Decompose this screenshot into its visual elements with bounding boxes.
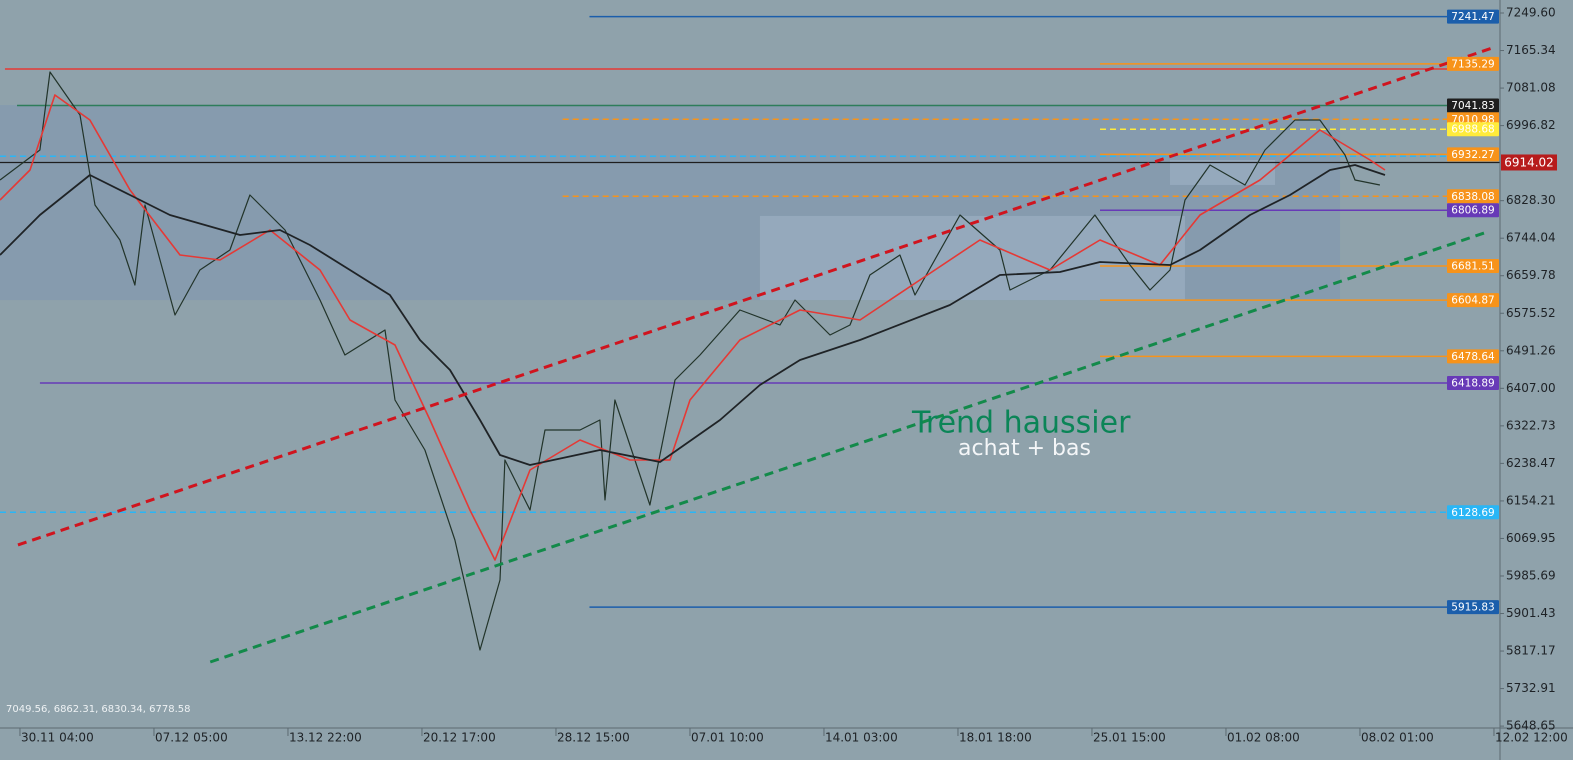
price-tag-label: 7241.47 <box>1451 11 1494 23</box>
price-tag-label: 6932.27 <box>1451 149 1494 161</box>
y-tick-label: 5985.69 <box>1506 568 1556 582</box>
y-tick-label: 6575.52 <box>1506 306 1556 320</box>
price-tag <box>1447 600 1499 615</box>
y-tick-label: 7081.08 <box>1506 81 1556 95</box>
y-tick-label: 6996.82 <box>1506 118 1556 132</box>
x-tick-label: 20.12 17:00 <box>423 731 496 745</box>
y-tick-label: 7249.60 <box>1506 6 1556 20</box>
current-price-label: 6914.02 <box>1504 155 1554 169</box>
y-tick-label: 5817.17 <box>1506 644 1556 658</box>
price-tag <box>1447 56 1499 71</box>
price-tag-label: 7041.83 <box>1451 100 1494 112</box>
price-tag <box>1447 349 1499 364</box>
price-tag-label: 5915.83 <box>1451 602 1494 614</box>
annotation-title: Trend haussier <box>911 406 1131 441</box>
y-tick-label: 6407.00 <box>1506 381 1556 395</box>
x-tick-label: 07.01 10:00 <box>691 731 764 745</box>
y-tick-label: 6154.21 <box>1506 493 1556 507</box>
x-tick-label: 18.01 18:00 <box>959 731 1032 745</box>
price-tag-label: 6128.69 <box>1451 507 1494 519</box>
ohlc-text: 7049.56, 6862.31, 6830.34, 6778.58 <box>6 704 190 715</box>
price-tag <box>1447 259 1499 274</box>
price-tag-label: 6604.87 <box>1451 295 1494 307</box>
series-line <box>0 94 1386 561</box>
price-tag-label: 6838.08 <box>1451 191 1494 203</box>
price-tag-label: 6988.68 <box>1451 124 1494 136</box>
x-tick-label: 28.12 15:00 <box>557 731 630 745</box>
y-tick-label: 6491.26 <box>1506 343 1556 357</box>
y-tick-label: 5732.91 <box>1506 681 1556 695</box>
price-tag <box>1447 293 1499 308</box>
y-tick-label: 7165.34 <box>1506 43 1556 57</box>
y-tick-label: 6069.95 <box>1506 531 1556 545</box>
x-tick-label: 14.01 03:00 <box>825 731 898 745</box>
x-tick-label: 13.12 22:00 <box>289 731 362 745</box>
price-tag-label: 6418.89 <box>1451 378 1494 390</box>
y-tick-label: 6659.78 <box>1506 268 1556 282</box>
x-tick-label: 30.11 04:00 <box>21 731 94 745</box>
price-tag <box>1447 122 1499 137</box>
x-tick-label: 08.02 01:00 <box>1361 731 1434 745</box>
y-tick-label: 6322.73 <box>1506 418 1556 432</box>
trend-line <box>17 45 1496 547</box>
series-line <box>0 71 1381 651</box>
series-line <box>0 164 1386 466</box>
price-tag <box>1447 9 1499 24</box>
y-tick-label: 6238.47 <box>1506 456 1556 470</box>
zone <box>759 215 1185 301</box>
price-tag <box>1447 376 1499 391</box>
y-tick-label: 6828.30 <box>1506 193 1556 207</box>
price-tag-label: 6681.51 <box>1451 261 1494 273</box>
x-tick-label: 12.02 12:00 <box>1495 731 1568 745</box>
y-tick-label: 5648.65 <box>1506 719 1556 733</box>
price-tag <box>1447 98 1499 113</box>
x-tick-label: 01.02 08:00 <box>1227 731 1300 745</box>
y-tick-label: 5901.43 <box>1506 606 1556 620</box>
price-tag <box>1447 203 1499 218</box>
y-tick-label: 6744.04 <box>1506 231 1556 245</box>
x-tick-label: 25.01 15:00 <box>1093 731 1166 745</box>
price-tag <box>1447 505 1499 520</box>
x-tick-label: 07.12 05:00 <box>155 731 228 745</box>
price-tag-label: 6806.89 <box>1451 205 1494 217</box>
price-tag-label: 6478.64 <box>1451 351 1495 363</box>
price-tag <box>1447 147 1499 162</box>
current-price-tag <box>1501 154 1557 171</box>
annotation-subtitle: achat + bas <box>958 436 1091 461</box>
price-tag-label: 7135.29 <box>1451 58 1494 70</box>
price-tag <box>1447 189 1499 204</box>
